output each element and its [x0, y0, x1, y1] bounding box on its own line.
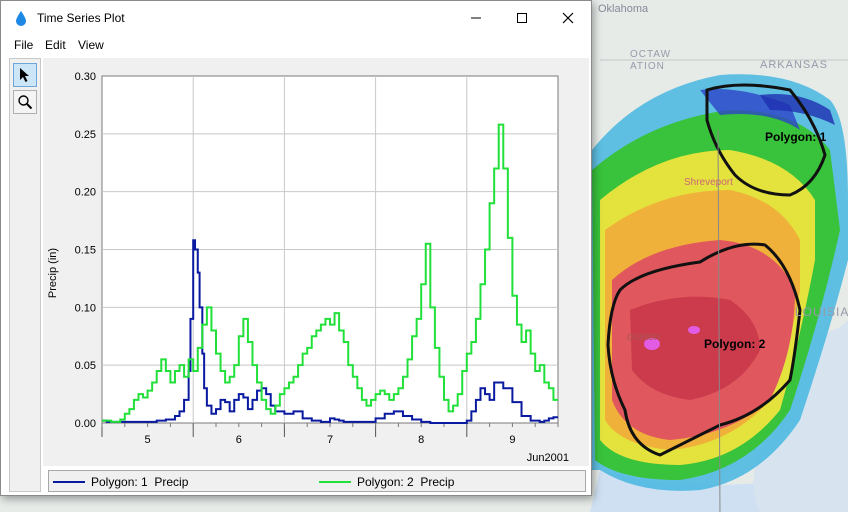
minimize-button[interactable] — [453, 1, 499, 35]
tool-palette — [9, 58, 41, 492]
legend: Polygon: 1 Precip Polygon: 2 Precip — [48, 470, 586, 492]
polygon-2-label: Polygon: 2 — [704, 337, 766, 351]
maximize-button[interactable] — [499, 1, 545, 35]
x-axis-ticks: 5 6 7 8 9 — [101, 423, 559, 446]
time-series-window[interactable]: Time Series Plot File Edit View — [0, 0, 592, 496]
map-label-choctaw: OCTAW — [630, 49, 671, 60]
map-label-louisiana: LOUISIA — [795, 305, 848, 319]
y-axis-label: Precip (in) — [47, 248, 59, 298]
window-title: Time Series Plot — [37, 11, 125, 25]
y-tick-label: 0.05 — [75, 360, 96, 372]
time-series-chart[interactable]: 0.00 0.05 0.10 0.15 0.20 0.25 0.30 5 6 7 8 9 Preci… — [43, 58, 589, 466]
title-bar[interactable]: Time Series Plot — [1, 1, 591, 35]
water-drop-icon — [16, 11, 26, 26]
plot-panel: 0.00 0.05 0.10 0.15 0.20 0.25 0.30 5 6 7 8 9 Preci… — [43, 58, 589, 466]
magnifier-icon — [18, 95, 33, 110]
menu-file[interactable]: File — [14, 38, 34, 52]
map-label-oklahoma: Oklahoma — [598, 3, 649, 15]
x-tick-label: 8 — [418, 434, 424, 446]
polygon-1-label: Polygon: 1 — [765, 130, 827, 144]
series-line-polygon-1[interactable] — [102, 239, 558, 424]
legend-label-polygon-2: Polygon: 2 Precip — [357, 475, 455, 489]
y-tick-label: 0.10 — [75, 302, 96, 314]
select-arrow-icon — [20, 68, 29, 82]
map-label-shreveport: Shreveport — [684, 177, 733, 188]
menu-edit[interactable]: Edit — [45, 38, 66, 52]
x-tick-label: 5 — [145, 434, 151, 446]
legend-swatch-polygon-1 — [53, 481, 85, 483]
y-tick-label: 0.20 — [75, 187, 96, 199]
map-label-arkansas: ARKANSAS — [760, 59, 828, 71]
x-tick-label: 7 — [327, 434, 333, 446]
minimize-icon — [471, 17, 481, 19]
y-tick-label: 0.25 — [75, 129, 96, 141]
series-lines — [102, 123, 558, 424]
x-axis-label: Jun2001 — [527, 452, 569, 464]
legend-item-polygon-1: Polygon: 1 Precip — [53, 475, 188, 489]
y-axis-ticks: 0.00 0.05 0.10 0.15 0.20 0.25 0.30 — [75, 71, 96, 430]
close-icon — [562, 12, 574, 24]
x-tick-label: 6 — [236, 434, 242, 446]
map-label-houston: ouston — [627, 331, 660, 343]
legend-item-polygon-2: Polygon: 2 Precip — [319, 475, 454, 489]
series-line-polygon-2[interactable] — [102, 123, 558, 423]
menu-bar: File Edit View — [1, 35, 591, 55]
legend-swatch-polygon-2 — [319, 481, 351, 483]
menu-view[interactable]: View — [78, 38, 104, 52]
map-label-nation: ATION — [630, 61, 665, 72]
legend-label-polygon-1: Polygon: 1 Precip — [91, 475, 189, 489]
x-tick-label: 9 — [509, 434, 515, 446]
y-tick-label: 0.00 — [75, 418, 96, 430]
select-tool-button[interactable] — [13, 63, 37, 87]
zoom-tool-button[interactable] — [13, 90, 37, 114]
grid-lines — [102, 76, 558, 423]
y-tick-label: 0.15 — [75, 245, 96, 257]
y-tick-label: 0.30 — [75, 71, 96, 83]
close-button[interactable] — [545, 1, 591, 35]
maximize-icon — [517, 13, 527, 23]
